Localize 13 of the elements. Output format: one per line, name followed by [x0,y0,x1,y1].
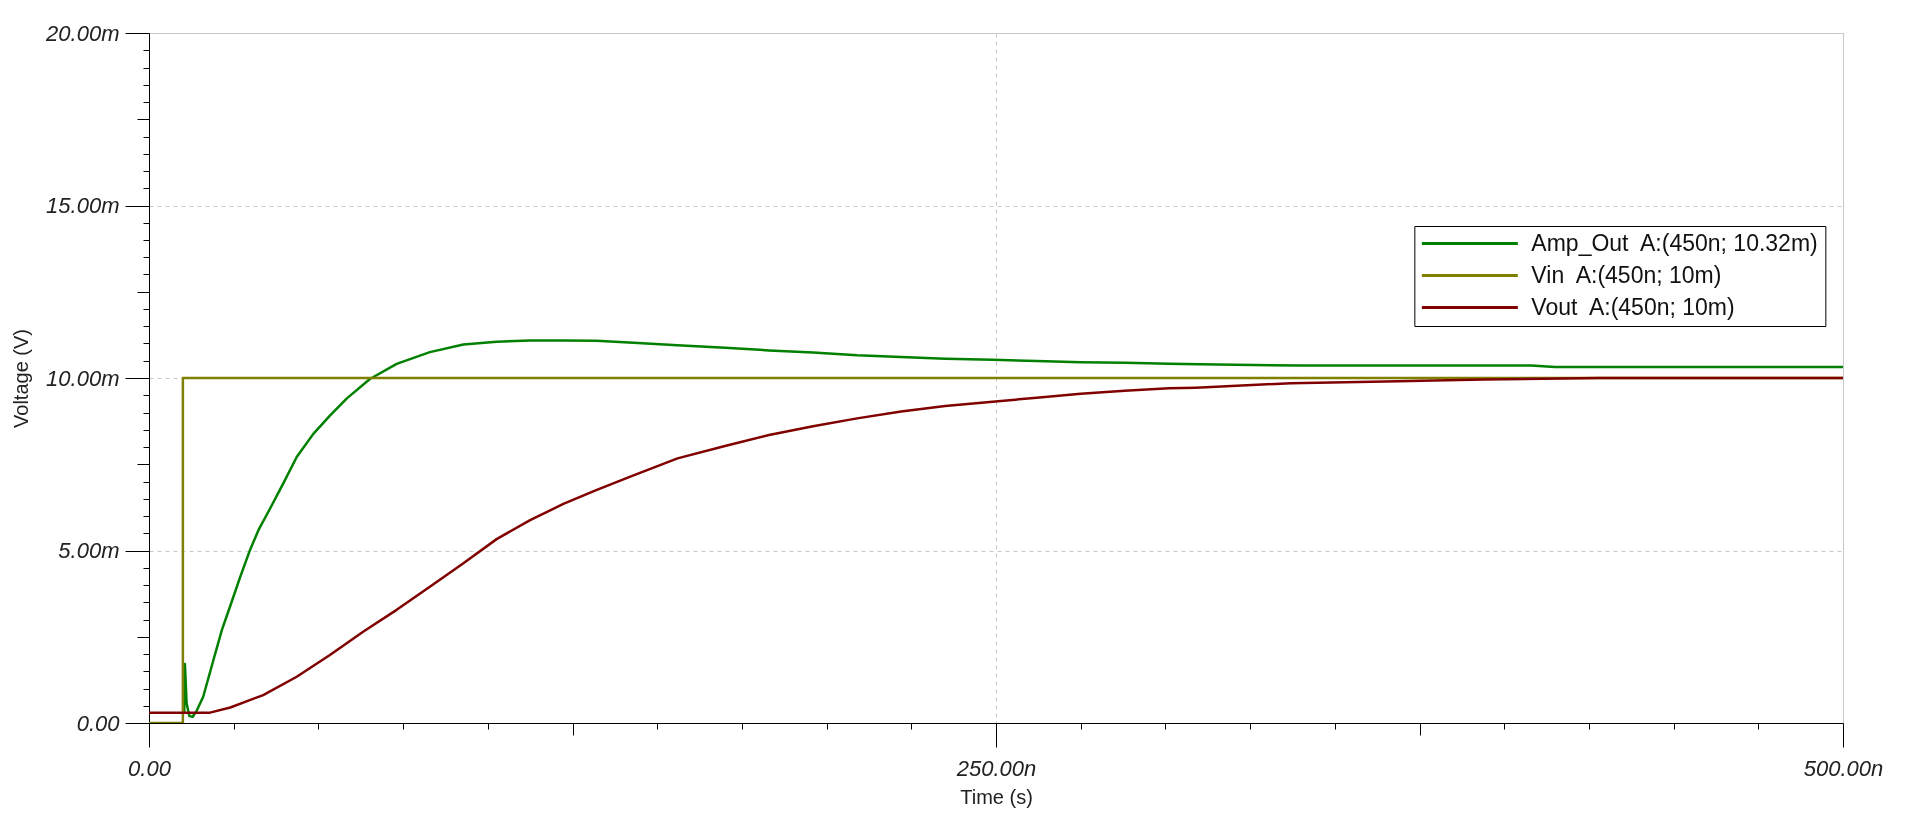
legend-label: Vin A:(450n; 10m) [1531,261,1722,288]
legend-label: Vout A:(450n; 10m) [1531,293,1735,320]
y-tick-label: 5.00m [58,538,120,563]
x-tick-label: 0.00 [128,755,172,781]
y-tick-label: 20.00m [45,20,120,46]
x-tick-label: 250.00n [955,755,1037,781]
y-tick-label: 15.00m [46,193,120,218]
x-axis-title: Time (s) [960,785,1033,808]
y-tick-label: 10.00m [46,365,120,391]
y-axis-title: Voltage (V) [10,329,33,428]
x-tick-label: 500.00n [1803,755,1884,781]
y-tick-label: 0.00 [76,710,121,736]
legend-label: Amp_Out A:(450n; 10.32m) [1531,229,1818,256]
